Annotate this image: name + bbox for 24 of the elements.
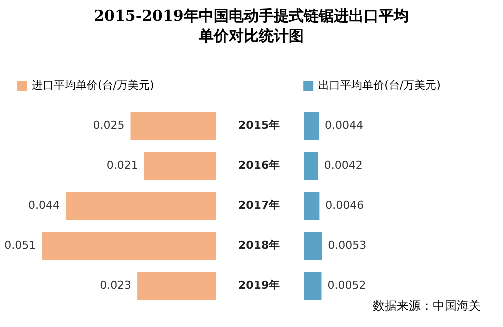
data-label: 0.051	[4, 239, 36, 252]
y-tick-label: 2018年	[238, 239, 280, 252]
y-tick-label: 2016年	[238, 159, 280, 172]
y-tick-label: 2017年	[238, 199, 280, 212]
data-label: 0.025	[93, 119, 125, 132]
legend-label: 进口平均单价(台/万美元)	[32, 79, 154, 92]
bar	[66, 192, 216, 220]
data-label: 0.044	[28, 199, 60, 212]
data-label: 0.023	[100, 279, 132, 292]
bar	[138, 272, 216, 300]
bar	[130, 112, 216, 140]
legend-label: 出口平均单价(台/万美元)	[318, 79, 441, 92]
data-label: 0.0052	[328, 279, 366, 292]
data-label: 0.0042	[324, 159, 363, 172]
bar	[42, 232, 216, 260]
data-label: 0.021	[106, 159, 138, 172]
source-note: 数据来源：中国海关	[373, 298, 481, 315]
y-tick-label: 2019年	[238, 279, 280, 292]
y-tick-label: 2015年	[238, 119, 280, 132]
text: 2015-2019年中国电动手提式链锯进出口平均单价对比统计图	[93, 6, 410, 46]
data-label: 0.0046	[326, 199, 364, 212]
data-label: 0.0044	[325, 119, 364, 132]
data-label: 0.0053	[328, 239, 367, 252]
bar	[144, 152, 216, 180]
